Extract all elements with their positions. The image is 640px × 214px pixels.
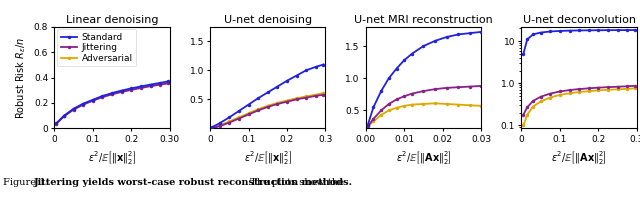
Title: U-net denoising: U-net denoising [224, 15, 312, 25]
Title: U-net deconvolution: U-net deconvolution [523, 15, 636, 25]
Legend: Standard, Jittering, Adversarial: Standard, Jittering, Adversarial [57, 30, 136, 66]
Text: Figure 1:: Figure 1: [3, 178, 55, 187]
Y-axis label: Robust Risk $R_\epsilon/n$: Robust Risk $R_\epsilon/n$ [15, 37, 28, 119]
Text: Jittering yields worst-case robust reconstruction methods.: Jittering yields worst-case robust recon… [34, 178, 353, 187]
Title: U-net MRI reconstruction: U-net MRI reconstruction [354, 15, 493, 25]
Text: The plots show the: The plots show the [244, 178, 344, 187]
X-axis label: $\epsilon^2/\mathbb{E}\left[\|\mathbf{Ax}\|_2^2\right]$: $\epsilon^2/\mathbb{E}\left[\|\mathbf{Ax… [551, 149, 607, 166]
X-axis label: $\epsilon^2/\mathbb{E}\left[\|\mathbf{x}\|_2^2\right]$: $\epsilon^2/\mathbb{E}\left[\|\mathbf{x}… [88, 149, 136, 166]
X-axis label: $\epsilon^2/\mathbb{E}\left[\|\mathbf{x}\|_2^2\right]$: $\epsilon^2/\mathbb{E}\left[\|\mathbf{x}… [244, 149, 292, 166]
X-axis label: $\epsilon^2/\mathbb{E}\left[\|\mathbf{Ax}\|_2^2\right]$: $\epsilon^2/\mathbb{E}\left[\|\mathbf{Ax… [396, 149, 451, 166]
Title: Linear denoising: Linear denoising [66, 15, 158, 25]
